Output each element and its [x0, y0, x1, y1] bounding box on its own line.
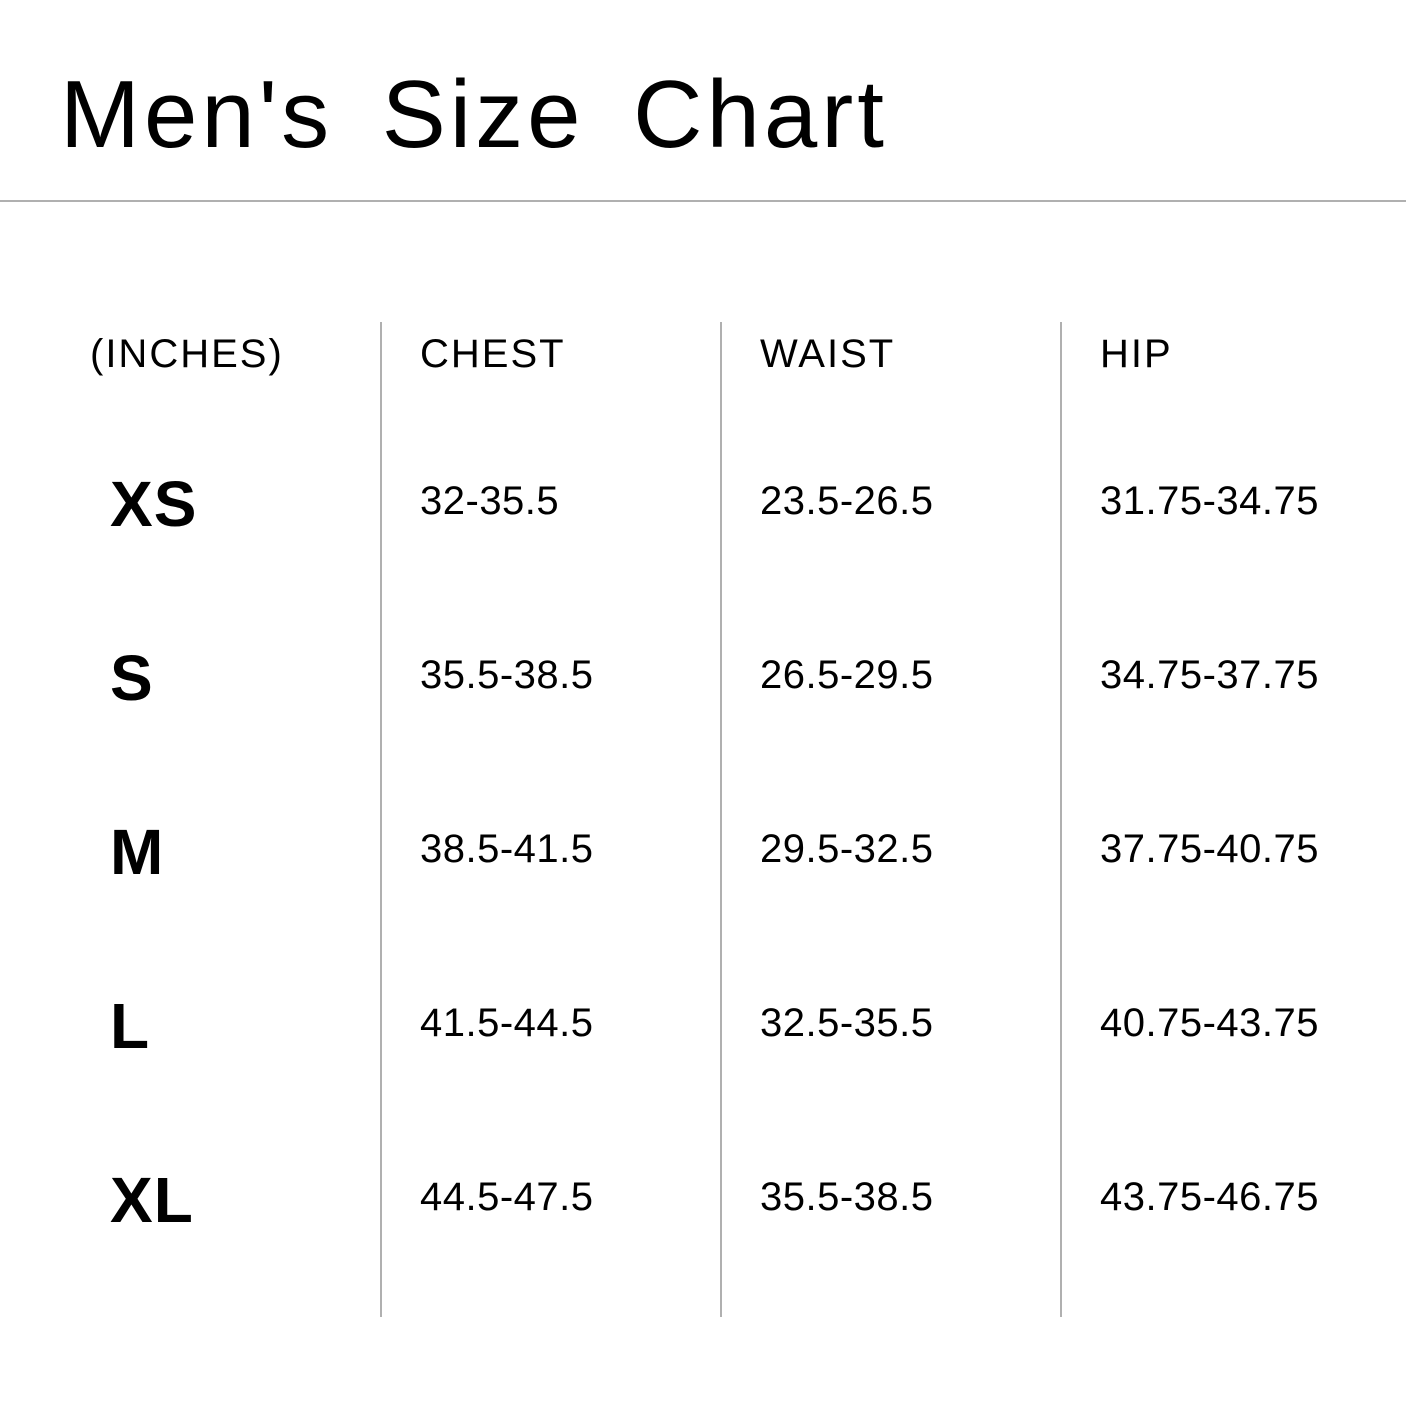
size-label: XL — [80, 1113, 380, 1287]
size-label: XS — [80, 417, 380, 591]
size-table: (INCHES) CHEST WAIST HIP XS 32-35.5 23.5… — [80, 312, 1356, 1287]
column-header-waist: WAIST — [720, 312, 1060, 417]
column-separator — [380, 322, 382, 1317]
size-label: M — [80, 765, 380, 939]
column-header-chest: CHEST — [380, 312, 720, 417]
cell-waist: 29.5-32.5 — [720, 765, 1060, 939]
cell-hip: 31.75-34.75 — [1060, 417, 1400, 591]
unit-label: (INCHES) — [80, 312, 380, 417]
cell-hip: 34.75-37.75 — [1060, 591, 1400, 765]
cell-waist: 23.5-26.5 — [720, 417, 1060, 591]
size-label: S — [80, 591, 380, 765]
page: Men's Size Chart (INCHES) CHEST WAIST HI… — [0, 0, 1406, 1418]
cell-waist: 32.5-35.5 — [720, 939, 1060, 1113]
cell-hip: 43.75-46.75 — [1060, 1113, 1400, 1287]
cell-chest: 38.5-41.5 — [380, 765, 720, 939]
page-title: Men's Size Chart — [60, 60, 1356, 170]
size-label: L — [80, 939, 380, 1113]
cell-hip: 37.75-40.75 — [1060, 765, 1400, 939]
cell-chest: 44.5-47.5 — [380, 1113, 720, 1287]
cell-waist: 35.5-38.5 — [720, 1113, 1060, 1287]
column-separator — [1060, 322, 1062, 1317]
column-header-hip: HIP — [1060, 312, 1400, 417]
cell-chest: 32-35.5 — [380, 417, 720, 591]
cell-waist: 26.5-29.5 — [720, 591, 1060, 765]
column-separator — [720, 322, 722, 1317]
cell-chest: 35.5-38.5 — [380, 591, 720, 765]
cell-hip: 40.75-43.75 — [1060, 939, 1400, 1113]
cell-chest: 41.5-44.5 — [380, 939, 720, 1113]
title-rule — [0, 200, 1406, 202]
